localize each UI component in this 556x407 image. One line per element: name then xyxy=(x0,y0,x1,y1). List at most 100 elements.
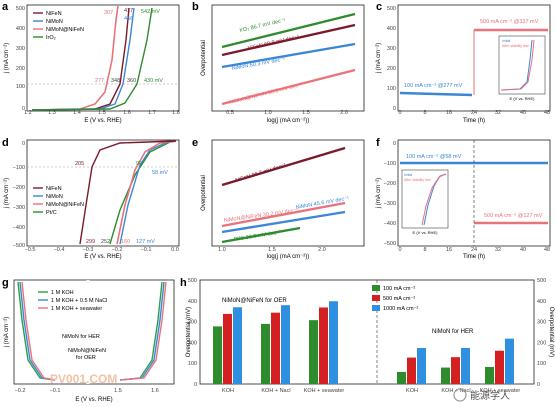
tick-label: 100 xyxy=(188,361,197,367)
curve-nimon-nifen xyxy=(31,5,119,111)
curve-koh-oer xyxy=(119,281,163,381)
inset-curve-after xyxy=(421,173,447,226)
tick-label: 200 xyxy=(537,340,546,346)
panel-letter: d xyxy=(2,137,9,149)
tick-label: 8 xyxy=(423,110,426,116)
panel-letter: h xyxy=(180,277,187,289)
bar-her-500 xyxy=(495,350,504,384)
x-axis-label: log(j (mA cm⁻²)) xyxy=(267,254,310,260)
bar-oer-500 xyxy=(271,312,280,384)
plot-frame xyxy=(199,279,535,385)
tick-label: −0.3 xyxy=(83,247,94,253)
x-axis-label: Time (h) xyxy=(463,254,485,260)
tick-label: −200 xyxy=(384,181,396,187)
inset-x-label: E (V vs. RHE) xyxy=(413,230,439,235)
plot-frame xyxy=(211,139,365,247)
tick-label: 40 xyxy=(520,247,526,253)
y-axis-label: Overpotential xyxy=(201,40,207,76)
legend-swatch xyxy=(372,295,380,301)
legend: 1 M KOH 1 M KOH + 0.5 M NaCl 1 M KOH + s… xyxy=(38,290,107,312)
tick-label: 300 xyxy=(16,46,25,52)
tick-label: −0.1 xyxy=(141,247,152,253)
panel-b: b 0.5 1.0 1.5 2.0 log(j (mA cm⁻²)) Overp… xyxy=(192,1,365,124)
data-label: 58 mV xyxy=(152,170,168,176)
fit-line-nimon xyxy=(221,210,346,234)
tick-label: −0.1 xyxy=(50,388,61,394)
tick-label: 32 xyxy=(495,247,501,253)
category-label: KOH + seawater xyxy=(480,388,521,394)
y-axis-label: j (mA cm⁻²) xyxy=(376,178,382,210)
tick-label: 100 xyxy=(537,361,546,367)
slope-label: IrO₂ 86.7 mV dec⁻¹ xyxy=(239,18,286,34)
y-axis-label: Overpotential xyxy=(201,175,207,211)
tick-label: 300 xyxy=(188,320,197,326)
tick-label: 1.2 xyxy=(24,110,32,116)
tick-label: 1.5 xyxy=(268,247,276,253)
legend-label: IrO₂ xyxy=(46,35,56,41)
plot-frame xyxy=(26,4,180,112)
slope-label: NiFeN 69.9 mV dec⁻¹ xyxy=(247,34,300,52)
curve-iro2 xyxy=(31,7,153,111)
tick-label: −500 xyxy=(13,243,25,249)
x-axis-label: E (V vs. RHE) xyxy=(75,397,112,403)
annotation: NiMoN for HER xyxy=(62,334,100,340)
tick-label: 1.0 xyxy=(218,247,226,253)
data-label: 96 xyxy=(136,161,142,167)
tick-label: 1.5 xyxy=(114,388,122,394)
panel-d: d −0.5 −0.4 −0.3 −0.2 −0.1 0.0 0 −100 −2… xyxy=(2,137,180,260)
tick-label: 0 xyxy=(194,382,197,388)
slope-label: NiMoN@NiFeN 58.6 mV dec⁻¹ xyxy=(229,82,303,106)
tick-label: 500 xyxy=(188,278,197,284)
fit-line-nimon-nifen xyxy=(221,201,346,228)
curve-nacl-her xyxy=(19,281,56,381)
data-label: 542 mV xyxy=(141,9,160,15)
tick-label: 40 xyxy=(520,110,526,116)
bar-her-100 xyxy=(397,371,406,384)
legend-label: NiMoN@NiFeN xyxy=(46,27,84,33)
y-axis-label: j (mA cm⁻²) xyxy=(4,43,10,75)
tick-label: 0 xyxy=(398,247,401,253)
wechat-icon xyxy=(453,388,467,402)
data-label: 205 xyxy=(75,161,84,167)
fit-line-nifen xyxy=(221,23,356,57)
panel-letter: e xyxy=(192,137,198,149)
panel-f: f 0 8 16 24 32 40 48 0 −100 −200 −300 −4… xyxy=(376,137,551,260)
legend-label: NiMoN xyxy=(46,19,63,25)
data-label: 307 xyxy=(104,10,113,16)
fit-line-nimon-nifen xyxy=(221,68,356,106)
fit-line-iro2 xyxy=(221,12,356,49)
legend: 100 mA cm⁻² 500 mA cm⁻² 1000 mA cm⁻² xyxy=(372,285,418,312)
bar-her-1000 xyxy=(417,348,426,384)
data-label: 348 xyxy=(111,78,120,84)
fit-line-ptc xyxy=(221,226,301,244)
data-label: 127 mV xyxy=(136,239,155,245)
plot-frame xyxy=(211,4,365,112)
y-axis-label-left: Overpotential (mV) xyxy=(186,307,192,357)
inset-x-label: E (V vs. RHE) xyxy=(510,96,536,101)
plot-frame xyxy=(26,139,180,247)
data-label: 160 xyxy=(121,239,130,245)
tick-label: 0 xyxy=(22,141,25,147)
bar-oer-100 xyxy=(261,323,270,384)
legend-label: 1 M KOH xyxy=(51,290,74,296)
tick-label: 1.7 xyxy=(148,110,156,116)
inset-curve-after xyxy=(500,39,535,91)
x-axis-label: Time (h) xyxy=(463,118,485,124)
tick-label: 48 xyxy=(544,247,550,253)
panel-letter: b xyxy=(192,1,199,13)
data-label: 360 xyxy=(127,78,136,84)
watermark-right: 能源学人 xyxy=(453,388,510,402)
curve-seawater-oer xyxy=(119,281,167,381)
y-axis-label: j (mA cm⁻²) xyxy=(4,178,10,210)
legend-label: NiMoN xyxy=(46,194,63,200)
inset-plot: Initial After stability test E (V vs. RH… xyxy=(498,35,546,101)
tick-label: 500 xyxy=(387,6,396,12)
x-axis-label: log(j (mA cm⁻²)) xyxy=(267,118,310,124)
tick-label: 400 xyxy=(188,299,197,305)
y-axis-label-right: Overpotential (mV) xyxy=(548,307,554,357)
fit-line-nifen xyxy=(221,146,346,187)
inset-legend: After stability test xyxy=(502,44,529,48)
tick-label: −400 xyxy=(384,221,396,227)
legend-swatch xyxy=(372,285,380,291)
